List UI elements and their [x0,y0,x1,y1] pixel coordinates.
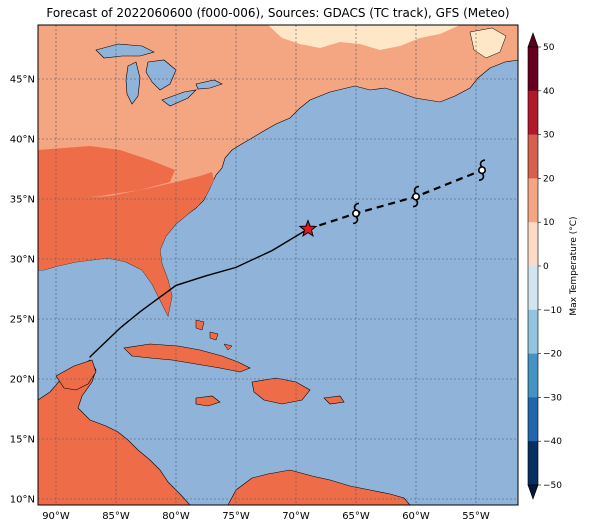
cuba [123,343,251,373]
map-title: Forecast of 2022060600 (f000-006), Sourc… [46,6,510,20]
bahamas [195,319,233,351]
lon-tick-label: 80°W [162,511,190,522]
lat-tick-label: 45°N [10,75,35,86]
cyclone-symbol-icon [351,202,361,225]
lake-michigan [125,61,141,105]
cyclone-symbol-icon [411,185,421,208]
storm-track-layer [89,159,487,358]
lon-tick-label: 70°W [282,511,310,522]
colorbar-tick-label: 40 [543,87,555,97]
lat-tick-label: 30°N [10,255,35,266]
colorbar-tick-label: 0 [543,262,549,272]
map-gridlines [38,25,518,505]
lake-erie [161,89,197,107]
lat-tick-label: 10°N [10,495,35,506]
colorbar-tick-label: −20 [543,350,562,360]
lon-tick-label: 60°W [402,511,430,522]
lat-tick-label: 15°N [10,435,35,446]
colorbar-bottom-extend [527,484,539,500]
colorbar-segment [528,266,538,311]
lon-tick-label: 65°W [342,511,370,522]
lat-tick-label: 40°N [10,135,35,146]
latitude-tick-labels: 45°N 40°N 35°N 30°N 25°N 20°N 15°N 10°N [10,75,35,506]
colorbar-segment [528,47,538,92]
longitude-tick-labels: 90°W 85°W 80°W 75°W 70°W 65°W 60°W 55°W [42,511,490,522]
colorbar-segment [528,134,538,179]
forecast-track-line [307,169,483,231]
colorbar-segment [528,309,538,354]
lake-huron [145,59,177,91]
yucatan [55,359,97,391]
colorbar-tick-label: 20 [543,174,555,184]
west-hot-region [38,146,175,202]
colorbar-tick-label: −30 [543,393,562,403]
jamaica [195,395,221,407]
past-track-line [89,228,309,358]
colorbar-tick-label: 30 [543,131,555,141]
colorbar-tick-label: 10 [543,218,555,228]
colorbar-segment [528,397,538,442]
colorbar: 50 40 30 20 10 0 −10 −20 −30 −40 −50 Max Temperatur… [527,32,579,500]
colorbar-label: Max Temperature (°C) [569,216,579,315]
lat-tick-label: 20°N [10,375,35,386]
map-frame [37,24,519,506]
colorbar-segment [528,222,538,267]
south-america [227,469,411,505]
lat-tick-label: 35°N [10,195,35,206]
colorbar-segment [528,441,538,486]
lon-tick-label: 85°W [102,511,130,522]
lake-superior [95,43,155,59]
land-layer [38,25,518,505]
current-storm-position-marker [298,219,318,238]
colorbar-tick-label: −50 [543,481,562,491]
canada-mild-region [268,25,460,50]
lat-tick-label: 25°N [10,315,35,326]
lon-tick-label: 90°W [42,511,70,522]
colorbar-tick-label: −10 [543,306,562,316]
colorbar-segment [528,353,538,398]
forecast-cyclone-symbols [351,159,487,225]
southeast-hot-region [38,172,214,316]
colorbar-top-extend [527,32,539,48]
lake-ontario [195,79,223,90]
colorbar-segment [528,90,538,135]
colorbar-segment [528,178,538,223]
colorbar-tick-label: 50 [543,43,555,53]
hispaniola [251,377,311,405]
cyclone-symbol-icon [477,159,487,181]
colorbar-tick-label: −40 [543,437,562,447]
lon-tick-label: 75°W [222,511,250,522]
puerto-rico [323,395,345,405]
newfoundland-mild [469,27,507,59]
lon-tick-label: 55°W [462,511,490,522]
